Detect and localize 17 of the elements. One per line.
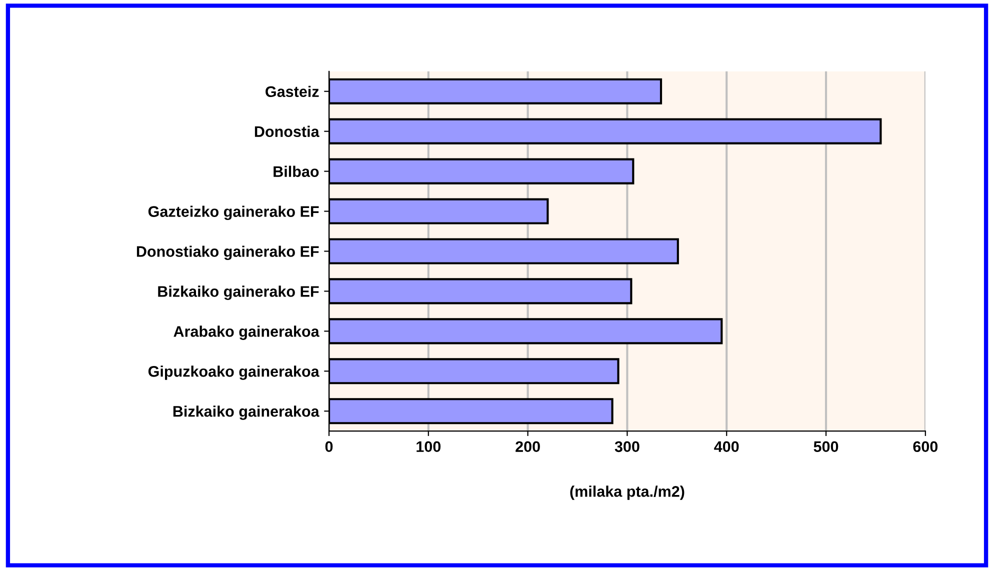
x-axis-title: (milaka pta./m2) (570, 486, 684, 500)
x-tick-label: 300 (614, 441, 640, 452)
y-tick-label: Gazteizko gainerako EF (148, 206, 319, 220)
y-tick-label: Gipuzkoako gainerakoa (148, 366, 320, 380)
y-tick-label: Gasteiz (266, 86, 319, 98)
y-tick-label: Bilbao (274, 166, 319, 177)
x-tick-label: 200 (516, 441, 540, 452)
x-tick-label: 0 (325, 441, 333, 452)
y-tick-label: Bizkaiko gainerako EF (158, 286, 319, 300)
y-tick-label: Arabako gainerakoa (174, 326, 320, 340)
x-tick-label: 100 (416, 441, 441, 452)
x-tick-label: 500 (814, 441, 838, 452)
y-tick-label: Donostiako gainerako EF (136, 246, 319, 260)
x-tick-label: 600 (913, 441, 938, 452)
y-tick-label: Donostia (254, 126, 320, 138)
x-tick-label: 400 (714, 441, 739, 452)
y-tick-label: Bizkaiko gainerakoa (173, 406, 320, 420)
